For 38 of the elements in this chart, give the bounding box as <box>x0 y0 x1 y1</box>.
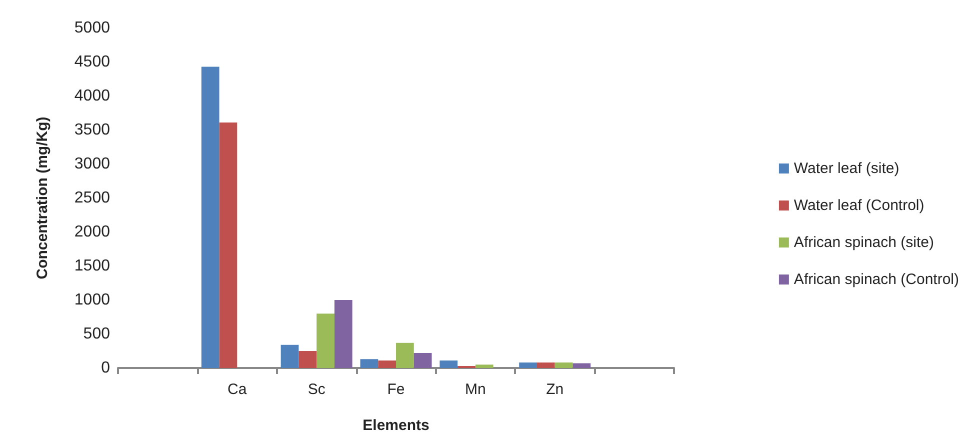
x-axis-title: Elements <box>362 417 430 434</box>
y-tick-label: 500 <box>83 326 110 342</box>
bar <box>554 362 573 368</box>
legend-label: African spinach (site) <box>794 234 934 251</box>
y-tick-label: 2000 <box>74 224 110 240</box>
bar <box>396 342 414 368</box>
bar <box>219 122 238 368</box>
bar <box>201 66 220 368</box>
y-tick-label: 2500 <box>74 190 110 206</box>
bar <box>298 351 317 368</box>
y-tick-label: 0 <box>101 360 110 376</box>
bar <box>519 362 537 368</box>
y-tick-label: 1000 <box>74 292 110 308</box>
legend-label: African spinach (Control) <box>794 271 960 288</box>
y-tick-label: 3500 <box>74 122 110 138</box>
bar <box>440 360 458 368</box>
y-tick-label: 5000 <box>74 20 110 36</box>
bar <box>536 362 555 368</box>
x-tick-label: Ca <box>228 381 248 398</box>
legend-label: Water leaf (site) <box>794 160 900 177</box>
x-tick-label: Fe <box>387 381 405 398</box>
bar <box>334 300 352 368</box>
bar <box>572 363 591 368</box>
x-tick-label: Sc <box>308 381 326 398</box>
y-tick-label: 4000 <box>74 88 110 104</box>
bar <box>414 353 432 368</box>
bar <box>280 344 299 368</box>
y-tick-label: 3000 <box>74 156 110 172</box>
y-axis-title: Concentration (mg/Kg) <box>34 116 51 280</box>
bar <box>378 360 396 368</box>
x-tick-label: Zn <box>546 381 564 398</box>
y-tick-label: 4500 <box>74 54 110 70</box>
bar <box>360 359 378 368</box>
legend-label: Water leaf (Control) <box>794 197 924 214</box>
bar <box>475 364 494 368</box>
bar <box>316 314 334 368</box>
x-tick-label: Mn <box>465 381 486 398</box>
y-tick-label: 1500 <box>74 258 110 274</box>
